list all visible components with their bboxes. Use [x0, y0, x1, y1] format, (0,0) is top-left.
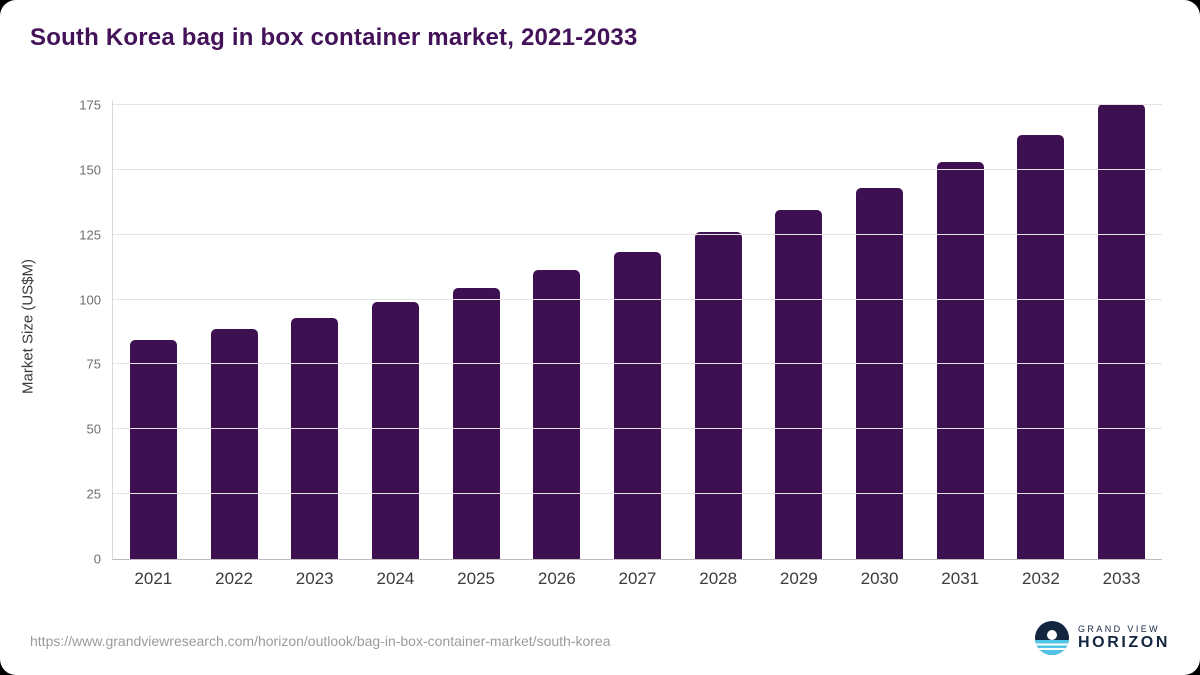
bar-2027 — [613, 251, 661, 559]
x-tick-label: 2021 — [134, 569, 173, 588]
bar-2021 — [129, 339, 177, 559]
y-tick-label: 125 — [79, 227, 101, 243]
plot-area: 2021 2022 2023 2024 2025 2026 2027 2028 2029 2030… — [79, 97, 1162, 588]
bar-slot — [113, 100, 194, 559]
logo-text: GRAND VIEW HORIZON — [1078, 624, 1170, 653]
gridline — [113, 493, 1162, 495]
horizon-logo-icon — [1035, 621, 1070, 655]
x-tick-label: 2033 — [1102, 569, 1141, 588]
y-tick-label: 150 — [79, 162, 101, 178]
bar-2025 — [452, 287, 500, 559]
x-tick-label: 2030 — [860, 569, 899, 588]
gridline — [113, 428, 1162, 430]
x-tick-label: 2022 — [215, 569, 253, 588]
gvr-horizon-logo: GRAND VIEW HORIZON — [1035, 621, 1170, 655]
bar-2024 — [371, 302, 419, 559]
gridline — [113, 103, 1162, 105]
x-tick-label: 2032 — [1021, 569, 1060, 588]
chart-title: South Korea bag in box container market,… — [30, 24, 638, 51]
bar-2031 — [936, 162, 984, 559]
x-tick-label: 2029 — [779, 569, 818, 588]
source-url: https://www.grandviewresearch.com/horizo… — [30, 633, 611, 649]
gridline — [113, 168, 1162, 170]
bar-2033 — [1098, 103, 1146, 559]
y-tick-label: 25 — [86, 486, 101, 502]
bar-slot — [759, 100, 840, 559]
y-tick-label: 100 — [79, 292, 101, 308]
bar-slot — [920, 100, 1001, 559]
x-tick-label: 2025 — [457, 569, 495, 588]
x-tick-label: 2028 — [699, 569, 738, 588]
bar-slot — [194, 100, 275, 559]
x-tick-label: 2026 — [537, 569, 576, 588]
bar-2023 — [291, 317, 339, 559]
y-tick-label: 0 — [93, 551, 101, 567]
y-axis-label: Market Size (US$M) — [19, 258, 37, 395]
bar-2030 — [856, 187, 904, 559]
bar-2029 — [775, 210, 823, 559]
y-tick-label: 175 — [79, 97, 101, 113]
bar-slot — [1001, 100, 1082, 559]
bar-slot — [436, 100, 517, 559]
x-tick-label: 2031 — [941, 569, 980, 588]
bar-slot — [516, 100, 597, 559]
x-tick-label: 2027 — [618, 569, 657, 588]
bar-2022 — [210, 329, 258, 559]
x-axis-labels: 2021 2022 2023 2024 2025 2026 2027 2028 2029 2030… — [113, 569, 1162, 589]
logo-line2: HORIZON — [1078, 633, 1170, 651]
bar-slot — [355, 100, 436, 559]
gridline — [113, 363, 1162, 365]
bar-slot — [839, 100, 920, 559]
x-tick-label: 2024 — [376, 569, 415, 588]
gridline — [113, 298, 1162, 300]
y-tick-label: 75 — [86, 356, 101, 372]
gridline — [113, 233, 1162, 235]
y-tick-label: 50 — [86, 421, 101, 437]
bar-slot — [678, 100, 759, 559]
bar-slot — [1081, 100, 1162, 559]
bar-2026 — [533, 269, 581, 559]
bars-container — [113, 100, 1162, 559]
bar-slot — [597, 100, 678, 559]
x-tick-label: 2023 — [295, 569, 334, 588]
bar-slot — [274, 100, 355, 559]
logo-line1: GRAND VIEW — [1078, 623, 1161, 634]
bar-2028 — [694, 232, 742, 559]
bar-2032 — [1017, 134, 1065, 559]
